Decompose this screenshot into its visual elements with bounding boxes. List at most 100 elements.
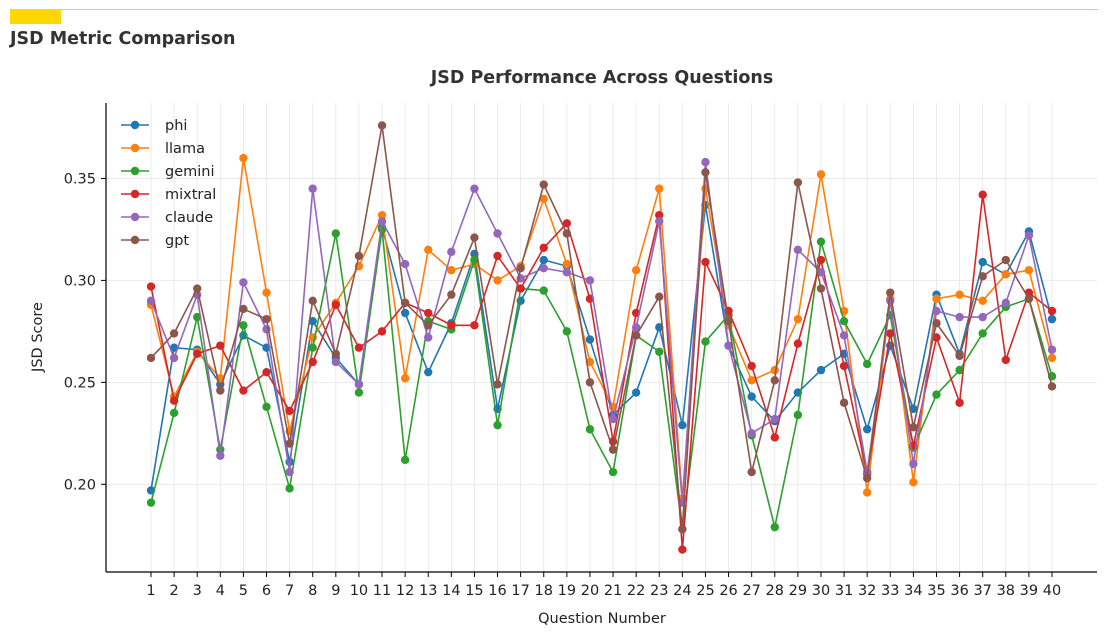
claude-point: [146, 296, 156, 305]
gpt-point: [308, 296, 317, 305]
mixtral-point: [377, 327, 387, 336]
x-tick-label: 36: [950, 583, 968, 599]
x-tick-label: 35: [927, 583, 945, 599]
phi-point: [169, 343, 179, 352]
gemini-point: [354, 388, 364, 397]
claude-point: [816, 268, 826, 277]
mixtral-point: [216, 341, 225, 350]
page-heading: JSD Metric Comparison: [10, 29, 236, 49]
x-tick-label: 22: [627, 583, 645, 599]
claude-point: [839, 331, 849, 340]
mixtral-point: [793, 339, 803, 348]
y-axis-label: JSD Score: [30, 302, 46, 373]
legend-swatch-marker: [130, 120, 140, 130]
gemini-point: [239, 321, 248, 330]
mixtral-point: [770, 433, 779, 442]
x-tick-label: 25: [696, 583, 714, 599]
gemini-point: [816, 237, 826, 246]
gpt-point: [354, 251, 364, 261]
phi-point: [816, 365, 826, 375]
x-tick-label: 29: [789, 583, 807, 599]
legend-item-gpt: gpt: [121, 233, 189, 249]
gemini-point: [608, 467, 618, 477]
mixtral-point: [493, 251, 502, 261]
llama-point: [747, 376, 756, 385]
mixtral-point: [701, 257, 710, 267]
gpt-point: [585, 378, 595, 387]
gemini-point: [539, 286, 548, 295]
phi-point: [424, 367, 433, 377]
series-gpt: [146, 121, 1057, 534]
x-tick-label: 26: [719, 583, 737, 599]
claude-point: [724, 341, 733, 350]
gpt-point: [562, 229, 572, 238]
gemini-point: [308, 343, 317, 352]
mixtral-point: [978, 190, 987, 199]
mixtral-point: [724, 306, 733, 316]
legend-swatch-marker: [130, 143, 140, 153]
x-tick-label: 10: [350, 583, 368, 599]
gpt-point: [470, 233, 479, 242]
x-tick-label: 11: [373, 583, 391, 599]
mixtral-point: [562, 219, 572, 228]
gpt-point: [262, 314, 271, 324]
llama-point: [447, 266, 456, 275]
phi-point: [585, 335, 595, 344]
gpt-point: [146, 353, 156, 363]
legend: phi llama gemini mixtral claude gpt: [121, 118, 216, 249]
claude-line: [150, 161, 1053, 504]
llama-point: [1047, 353, 1057, 363]
gemini-point: [978, 329, 987, 338]
x-tick-label: 2: [169, 583, 178, 599]
llama-point: [955, 290, 964, 299]
legend-item-mixtral: mixtral: [121, 187, 216, 203]
gpt-point: [678, 524, 687, 534]
mixtral-point: [655, 210, 664, 220]
phi-point: [862, 425, 872, 434]
claude-point: [308, 184, 317, 193]
x-tick-label: 9: [331, 583, 340, 599]
gpt-point: [1024, 294, 1034, 303]
legend-swatch-marker: [130, 189, 140, 199]
gpt-point: [631, 331, 641, 340]
x-tick-label: 7: [285, 583, 294, 599]
x-tick-label: 1: [146, 583, 155, 599]
x-tick-label: 34: [904, 583, 922, 599]
legend-swatch-marker: [130, 212, 140, 222]
x-tick-label: 13: [419, 583, 437, 599]
phi-point: [978, 257, 987, 267]
x-tick-label: 30: [812, 583, 830, 599]
llama-point: [262, 288, 271, 297]
gpt-point: [793, 178, 803, 187]
gemini-point: [285, 484, 294, 493]
gemini-point: [862, 359, 872, 369]
gpt-point: [608, 445, 618, 454]
phi-point: [539, 255, 548, 265]
phi-point: [1047, 314, 1057, 324]
phi-point: [400, 308, 410, 318]
mixtral-point: [539, 243, 548, 252]
gpt-point: [816, 284, 826, 293]
llama-point: [932, 294, 941, 303]
gpt-point: [909, 423, 918, 432]
x-tick-label: 27: [742, 583, 760, 599]
gpt-point: [955, 351, 964, 361]
gemini-point: [400, 455, 410, 465]
accent-bar: [10, 9, 61, 24]
gemini-point: [169, 408, 179, 418]
x-tick-label: 33: [881, 583, 899, 599]
legend-label: gemini: [165, 164, 215, 180]
claude-point: [400, 259, 410, 269]
x-tick-label: 6: [262, 583, 271, 599]
gemini-point: [146, 498, 156, 507]
x-tick-label: 19: [558, 583, 576, 599]
llama-point: [631, 266, 641, 275]
legend-label: phi: [165, 118, 187, 134]
claude-point: [424, 333, 433, 342]
gemini-point: [331, 229, 341, 238]
gpt-point: [447, 290, 456, 299]
x-tick-label: 15: [465, 583, 483, 599]
mixtral-line: [150, 193, 1053, 551]
llama-point: [424, 245, 433, 255]
